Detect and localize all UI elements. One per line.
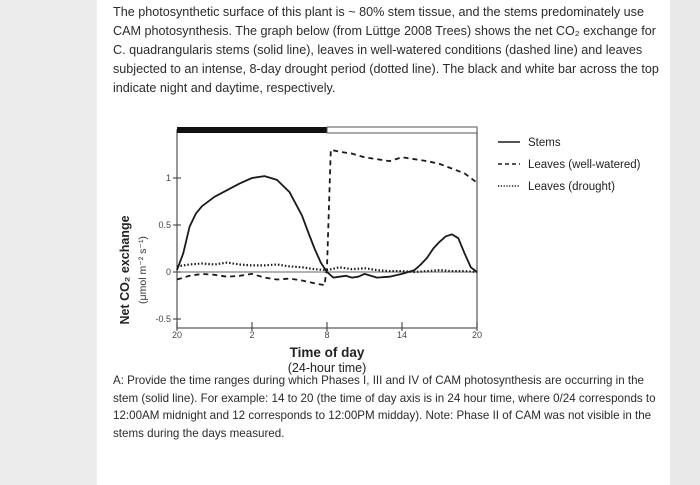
night-bar-segment (177, 127, 327, 133)
y-tick-label: 1 (166, 173, 171, 183)
y-axis-label: Net CO₂ exchange (118, 215, 132, 324)
y-tick-label: 0 (166, 267, 171, 277)
day-bar-segment (326, 126, 478, 134)
y-tick-label: -0.5 (155, 314, 171, 324)
series-line-solid (176, 175, 478, 279)
x-tick-label: 2 (249, 330, 254, 340)
series-line-dashed (176, 148, 478, 287)
x-tick-label: 8 (324, 330, 329, 340)
legend: Stems Leaves (well-watered) Leaves (drough… (498, 137, 641, 193)
axis-ticks: 10.50-0.520 2 8 14 20 (155, 173, 482, 340)
right-margin-shade (670, 0, 700, 485)
legend-label: Leaves (well-watered) (528, 159, 641, 171)
x-tick-label: 20 (172, 330, 182, 340)
x-axis-sublabel: (24-hour time) (288, 361, 367, 375)
night-day-bar (177, 126, 478, 134)
intro-paragraph: The photosynthetic surface of this plant… (113, 5, 659, 95)
x-tick-label: 14 (397, 330, 407, 340)
plot-border (176, 129, 478, 329)
legend-label: Leaves (drought) (528, 181, 615, 193)
y-tick-label: 0.5 (158, 220, 171, 230)
x-axis-label: Time of day (290, 345, 365, 360)
x-tick-label: 20 (472, 330, 482, 340)
series-layer (176, 148, 478, 287)
question-paragraph: A: Provide the time ranges during which … (113, 374, 656, 440)
document-page (97, 0, 670, 485)
left-margin-shade (0, 0, 97, 485)
series-line-dotted (176, 261, 478, 274)
plot-frame (176, 129, 478, 329)
co2-exchange-chart: 10.50-0.520 2 8 14 20 Net CO₂ exchange (μmol… (118, 126, 641, 375)
legend-label: Stems (528, 137, 561, 149)
y-axis-unit-label: (μmol m⁻² s⁻¹) (137, 236, 149, 304)
